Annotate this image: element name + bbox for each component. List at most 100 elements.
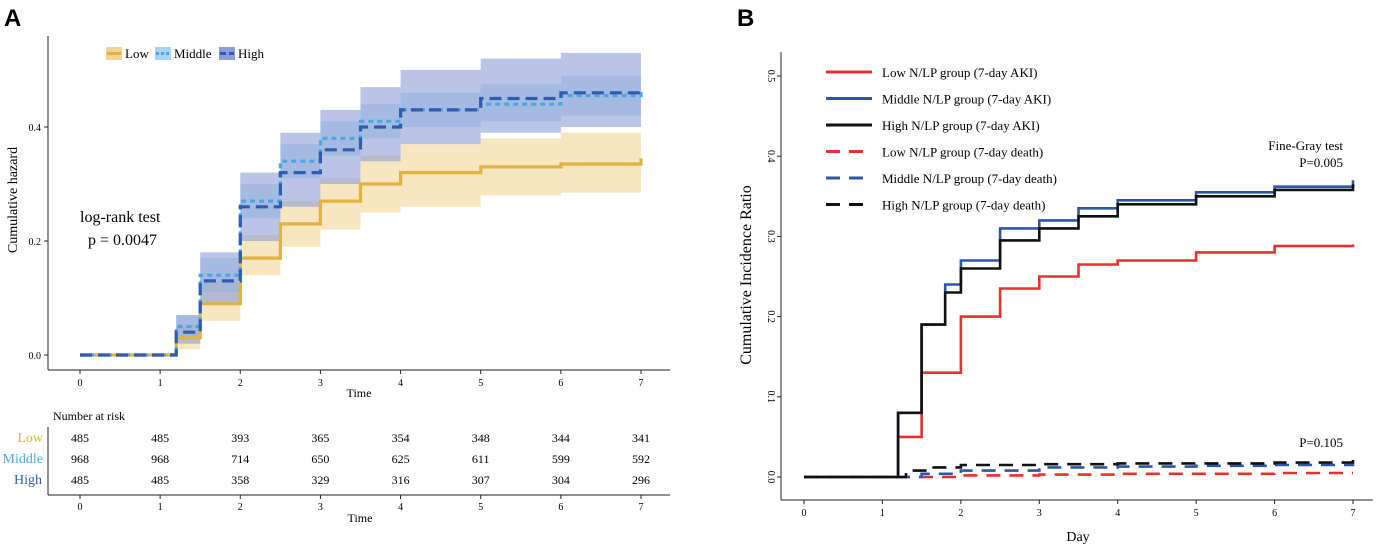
risk-value-high-t2: 358 <box>231 473 249 487</box>
panel-b-x-tick-label-6: 6 <box>1272 508 1277 519</box>
risk-value-low-t6: 344 <box>552 431 570 445</box>
risk-x-tick-label-0: 0 <box>78 502 83 513</box>
risk-group-label-high: High <box>14 473 42 488</box>
legend-label-middle-n-lp-group-7-day-aki: Middle N/LP group (7-day AKI) <box>882 92 1051 107</box>
logrank-label: log-rank test <box>80 209 161 226</box>
panel-a-x-tick-label-1: 1 <box>158 378 163 389</box>
panel-a-confidence-bands <box>80 50 641 355</box>
panel-b-x-tick-label-2: 2 <box>958 508 963 519</box>
panel-a-x-tick-label-3: 3 <box>318 378 323 389</box>
risk-value-low-t1: 485 <box>151 431 169 445</box>
panel-b-y-tick-label-2: 0.2 <box>765 310 776 323</box>
logrank-p-value: p = 0.0047 <box>88 232 157 249</box>
band-high <box>80 50 641 355</box>
risk-x-tick-label-2: 2 <box>238 502 243 513</box>
panel-a-axes: 0.0 0.2 0.4 0 1 2 3 4 5 6 7 Time Cumulative hazard <box>6 36 670 400</box>
risk-group-label-low: Low <box>17 431 44 446</box>
risk-value-middle-t6: 599 <box>552 452 570 466</box>
risk-value-low-t0: 485 <box>71 431 89 445</box>
risk-value-middle-t3: 650 <box>311 452 329 466</box>
panel-a-series-lines <box>79 89 643 357</box>
panel-b-y-tick-label-5: 0.5 <box>765 70 776 83</box>
legend-label-low: Low <box>125 46 149 61</box>
panel-a-x-tick-label-0: 0 <box>78 378 83 389</box>
line-high-n-lp-group-7-day-aki <box>804 184 1355 479</box>
finegray-p-death: P=0.105 <box>1299 435 1343 450</box>
panel-b-axes: 0.0 0.1 0.2 0.3 0.4 0.5 0 1 2 3 4 5 6 7 Day Cumulative … <box>738 52 1373 545</box>
panel-b-x-tick-label-7: 7 <box>1351 508 1356 519</box>
panel-a-x-tick-label-4: 4 <box>398 378 403 389</box>
risk-x-tick-label-1: 1 <box>158 502 163 513</box>
risk-value-high-t3: 329 <box>311 473 329 487</box>
risk-value-middle-t4: 625 <box>392 452 410 466</box>
panel-a: A 0.0 0.2 0.4 0 1 2 3 4 5 6 7 Time Cumulative hazard… <box>3 5 670 525</box>
legend-label-middle-n-lp-group-7-day-death: Middle N/LP group (7-day death) <box>882 171 1057 186</box>
risk-value-high-t7: 296 <box>632 473 650 487</box>
finegray-p-aki: P=0.005 <box>1299 155 1343 170</box>
line-low-n-lp-group-7-day-aki <box>804 244 1355 479</box>
panel-b-series-lines <box>803 180 1355 479</box>
panel-a-x-tick-label-5: 5 <box>478 378 483 389</box>
risk-value-middle-t1: 968 <box>151 452 169 466</box>
risk-value-high-t6: 304 <box>552 473 570 487</box>
risk-value-high-t0: 485 <box>71 473 89 487</box>
panel-a-x-tick-label-7: 7 <box>639 378 644 389</box>
panel-b-x-tick-label-0: 0 <box>802 508 807 519</box>
panel-a-y-axis-title: Cumulative hazard <box>6 147 21 253</box>
panel-a-y-tick-label-2: 0.4 <box>29 123 42 134</box>
panel-a-x-tick-label-6: 6 <box>558 378 563 389</box>
finegray-title: Fine-Gray test <box>1268 138 1343 153</box>
risk-x-tick-label-5: 5 <box>478 502 483 513</box>
panel-b-legend: Low N/LP group (7-day AKI) Middle N/LP gr… <box>826 65 1057 213</box>
panel-b-x-axis-title: Day <box>1066 530 1089 545</box>
legend-swatch-high <box>219 47 235 60</box>
risk-value-low-t2: 393 <box>231 431 249 445</box>
risk-value-high-t5: 307 <box>472 473 490 487</box>
panel-b-y-tick-label-1: 0.1 <box>765 391 776 404</box>
panel-a-y-tick-label-1: 0.2 <box>29 237 42 248</box>
panel-b-y-tick-label-4: 0.4 <box>765 150 776 163</box>
panel-b-x-tick-label-1: 1 <box>880 508 885 519</box>
risk-value-middle-t7: 592 <box>632 452 650 466</box>
panel-b-letter: B <box>737 5 754 32</box>
risk-value-low-t5: 348 <box>472 431 490 445</box>
panel-b-y-tick-label-0: 0.0 <box>765 471 776 484</box>
legend-label-high: High <box>238 46 265 61</box>
risk-value-low-t3: 365 <box>311 431 329 445</box>
risk-value-middle-t0: 968 <box>71 452 89 466</box>
line-high <box>80 89 643 357</box>
risk-x-tick-label-7: 7 <box>639 502 644 513</box>
risk-group-label-middle: Middle <box>3 452 43 467</box>
panel-b-x-tick-label-4: 4 <box>1115 508 1120 519</box>
line-high-n-lp-group-7-day-death <box>804 459 1355 479</box>
risk-x-tick-label-4: 4 <box>398 502 403 513</box>
legend-label-low-n-lp-group-7-day-death: Low N/LP group (7-day death) <box>882 145 1043 160</box>
line-low-n-lp-group-7-day-death <box>804 471 1353 479</box>
legend-label-high-n-lp-group-7-day-death: High N/LP group (7-day death) <box>882 198 1045 213</box>
line-middle <box>80 89 643 357</box>
risk-value-low-t4: 354 <box>392 431 410 445</box>
risk-value-high-t4: 316 <box>392 473 410 487</box>
risk-value-middle-t5: 611 <box>472 452 490 466</box>
line-middle-n-lp-group-7-day-death <box>804 463 1355 479</box>
risk-x-axis-title: Time <box>348 511 373 525</box>
panel-a-letter: A <box>4 5 21 32</box>
risk-value-high-t1: 485 <box>151 473 169 487</box>
risk-x-tick-label-6: 6 <box>558 502 563 513</box>
panel-a-legend: Low Middle High <box>106 46 265 61</box>
legend-label-high-n-lp-group-7-day-aki: High N/LP group (7-day AKI) <box>882 118 1040 133</box>
panel-b-x-tick-label-5: 5 <box>1194 508 1199 519</box>
risk-value-middle-t2: 714 <box>231 452 249 466</box>
line-low <box>80 158 643 357</box>
risk-x-tick-label-3: 3 <box>318 502 323 513</box>
panel-a-y-tick-label-0: 0.0 <box>29 351 42 362</box>
risk-table-title: Number at risk <box>53 409 125 423</box>
risk-value-low-t7: 341 <box>632 431 650 445</box>
panel-b: B 0.0 0.1 0.2 0.3 0.4 0.5 0 1 2 3 4 5 6 7 Day Cumulativ… <box>737 5 1373 545</box>
panel-a-x-tick-label-2: 2 <box>238 378 243 389</box>
legend-label-low-n-lp-group-7-day-aki: Low N/LP group (7-day AKI) <box>882 65 1038 80</box>
panel-b-y-tick-label-3: 0.3 <box>765 230 776 243</box>
panel-b-y-axis-title: Cumulative Incidence Ratio <box>738 185 755 365</box>
